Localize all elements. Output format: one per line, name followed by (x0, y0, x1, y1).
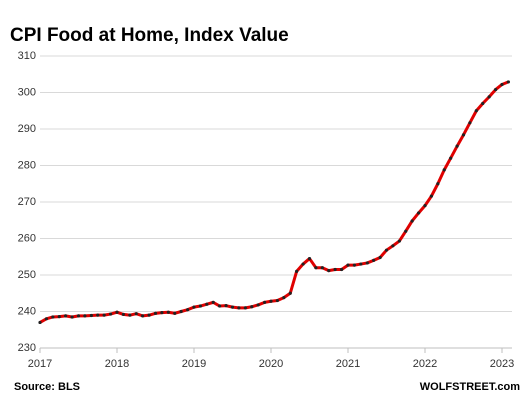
point (121, 312, 125, 317)
y-tick-label: 230 (18, 342, 36, 354)
point (44, 317, 48, 321)
point (243, 306, 247, 310)
point (263, 300, 267, 304)
point (359, 262, 363, 266)
x-tick-label: 2022 (413, 358, 437, 370)
point (301, 262, 305, 266)
point (192, 305, 196, 309)
point (340, 267, 344, 272)
source: Source: BLS (14, 381, 80, 393)
point (468, 121, 472, 125)
point (76, 314, 81, 318)
point (275, 298, 279, 303)
point (455, 144, 459, 148)
credit: WOLFSTREET.com (420, 381, 520, 393)
point (384, 248, 389, 252)
point (205, 302, 209, 306)
y-tick-label: 290 (18, 123, 36, 135)
point (256, 303, 260, 307)
point (269, 299, 273, 303)
point (449, 156, 453, 160)
point (461, 133, 466, 137)
point (417, 211, 421, 215)
point (128, 313, 132, 317)
point (295, 269, 299, 273)
point (481, 101, 485, 106)
point (346, 263, 350, 267)
y-tick-label: 270 (18, 196, 36, 208)
x-tick-label: 2023 (490, 358, 514, 370)
point (198, 304, 202, 308)
point (160, 310, 164, 315)
y-tick-label: 280 (18, 159, 36, 171)
y-tick-label: 250 (18, 269, 36, 281)
point (89, 313, 93, 318)
point (96, 313, 100, 317)
point (83, 314, 87, 318)
point (494, 87, 498, 92)
point (115, 310, 119, 314)
point (250, 305, 254, 309)
point (38, 320, 42, 325)
point (333, 267, 337, 272)
point (282, 296, 286, 300)
point (500, 82, 504, 87)
point (218, 304, 222, 308)
point (391, 244, 395, 248)
point (506, 80, 510, 84)
point (134, 312, 138, 316)
y-tick-label: 310 (18, 50, 36, 62)
point (102, 313, 106, 317)
chart-title: CPI Food at Home, Index Value (10, 25, 289, 46)
point (327, 269, 331, 273)
point (307, 256, 312, 261)
point (429, 194, 433, 198)
x-tick-label: 2020 (259, 358, 283, 370)
point (352, 263, 356, 267)
point (237, 306, 241, 310)
point (109, 312, 113, 316)
point (436, 182, 440, 186)
point (70, 315, 74, 319)
point (320, 266, 324, 270)
point (474, 109, 478, 113)
point (153, 311, 158, 315)
x-tick-label: 2018 (105, 358, 129, 370)
x-tick-label: 2021 (336, 358, 360, 370)
point (404, 229, 408, 233)
y-tick-label: 240 (18, 305, 36, 317)
point (423, 204, 427, 208)
y-tick-label: 300 (18, 86, 36, 98)
point (410, 219, 414, 223)
point (230, 305, 235, 309)
point (378, 255, 382, 260)
point (487, 95, 491, 99)
point (442, 168, 446, 172)
point (211, 300, 215, 304)
x-tick-label: 2017 (28, 358, 52, 370)
point (372, 258, 376, 262)
y-tick-label: 260 (18, 232, 36, 244)
point (288, 291, 292, 295)
point (365, 261, 369, 265)
point (147, 313, 151, 317)
x-tick-label: 2019 (182, 358, 206, 370)
point (397, 239, 401, 243)
point (186, 308, 190, 312)
point (141, 314, 145, 318)
point (179, 309, 183, 314)
point (224, 304, 228, 308)
point (57, 315, 61, 319)
point (166, 310, 170, 314)
point (64, 314, 68, 318)
point (314, 266, 318, 270)
point (51, 315, 55, 319)
point (173, 311, 177, 315)
